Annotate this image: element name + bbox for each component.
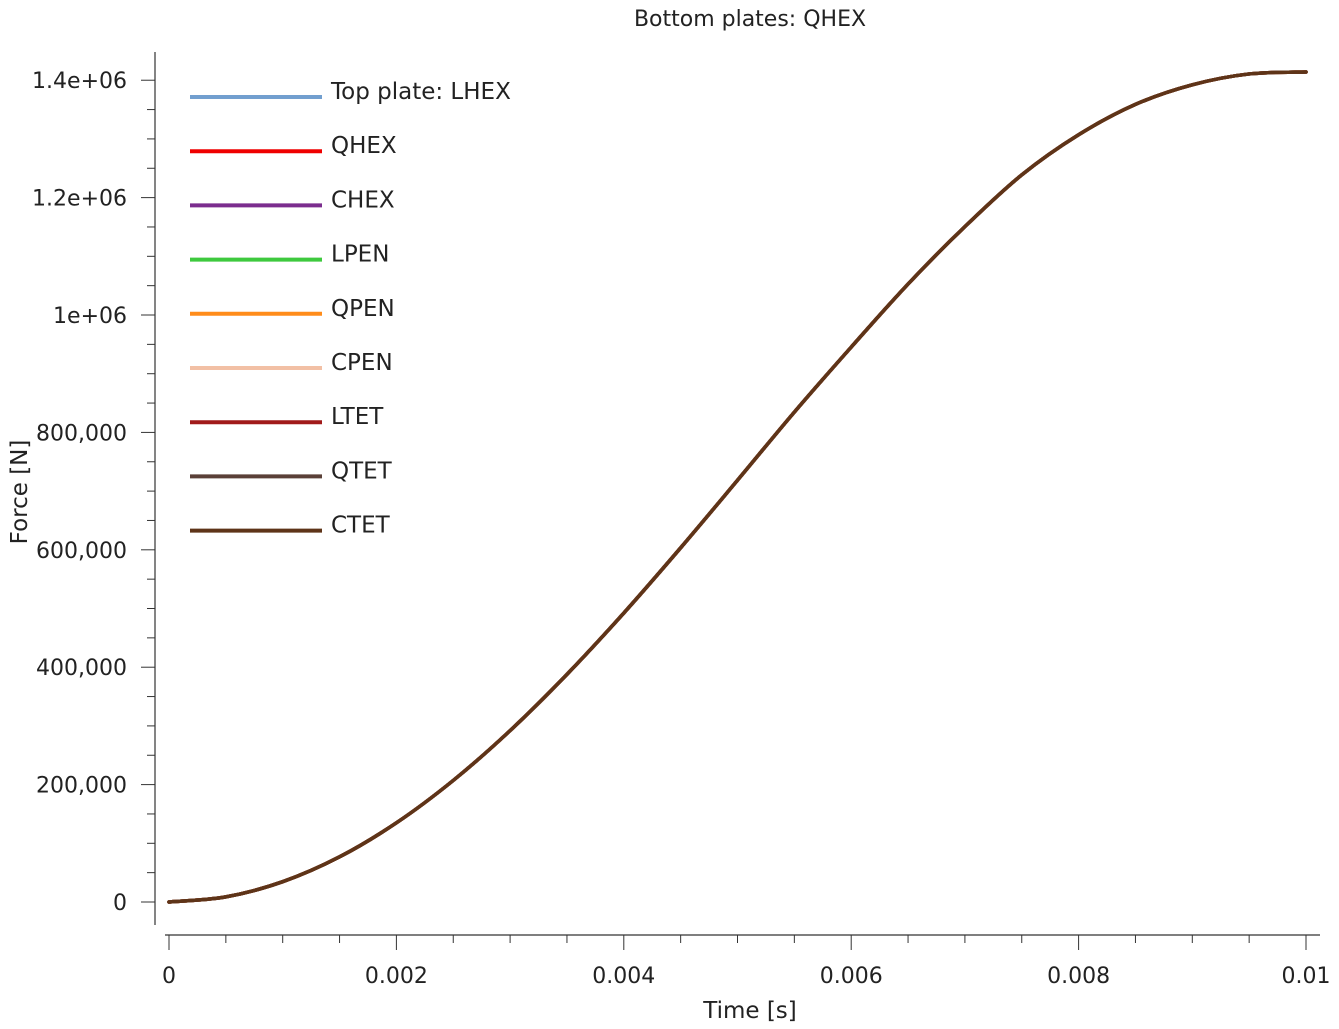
axes: 0 200,000 400,000 600,000 800,000 1e+06 1.2e+0… [32,52,1330,989]
y-tick-label: 1e+06 [53,304,127,329]
legend-label-5: CPEN [331,350,393,376]
y-tick-label: 800,000 [36,421,127,446]
x-tick-label: 0.004 [592,964,655,989]
series-lines [167,70,1308,904]
x-tick-label: 0 [162,964,176,989]
legend-label-3: LPEN [331,242,389,268]
legend-label-8: CTET [331,513,391,539]
y-tick-label: 1.4e+06 [32,69,127,94]
x-tick-label: 0.008 [1047,964,1110,989]
x-axis-label: Time [s] [702,998,797,1024]
legend-label-2: CHEX [331,187,395,213]
legend-label-4: QPEN [331,296,395,322]
y-tick-label: 600,000 [36,539,127,564]
legend: Top plate: LHEX QHEX CHEX LPEN QPEN CPEN LTET Q… [190,79,511,539]
legend-label-6: LTET [331,404,384,430]
x-tick-label: 0.01 [1282,964,1331,989]
y-tick-label: 400,000 [36,656,127,681]
legend-label-1: QHEX [331,133,397,159]
series-line-8 [167,70,1308,904]
y-tick-label: 0 [113,891,127,916]
y-tick-label: 200,000 [36,774,127,799]
y-axis-label: Force [N] [7,440,33,545]
legend-label-0: Top plate: LHEX [330,79,511,105]
legend-label-7: QTET [331,458,393,484]
chart-title: Bottom plates: QHEX [634,7,866,32]
x-tick-label: 0.006 [820,964,883,989]
x-tick-label: 0.002 [365,964,428,989]
y-tick-label: 1.2e+06 [32,187,127,212]
